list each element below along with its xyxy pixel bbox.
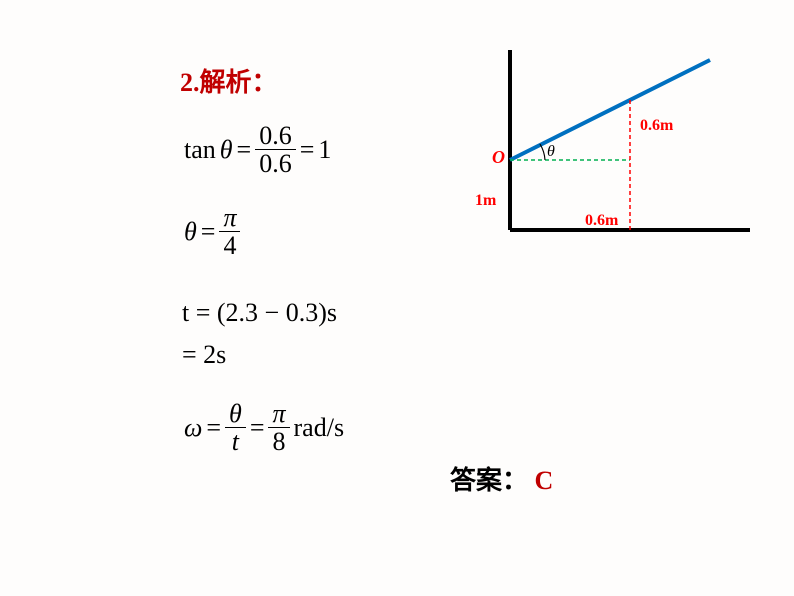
equation-t-result: = 2s [182,340,226,370]
denominator: 0.6 [255,150,296,177]
point-o-label: O [492,147,505,167]
t-line1: t = (2.3 − 0.3)s [182,298,337,327]
denominator-t: t [225,428,246,455]
denominator-4: 4 [219,232,240,259]
equals-sign: = [206,413,221,443]
equals-sign: = [237,135,252,165]
fraction-pi-4: π 4 [219,204,240,260]
equals-sign: = [250,413,265,443]
unit-rads: rad/s [294,413,345,443]
equation-tan-theta: tan θ = 0.6 0.6 = 1 [182,122,333,178]
t-line2: = 2s [182,340,226,369]
equation-t-expr: t = (2.3 − 0.3)s [182,298,337,328]
label-0.6m-right: 0.6m [640,117,674,134]
theta-var: θ [220,135,233,165]
theta-label: θ [547,143,555,160]
omega-var: ω [184,413,202,443]
numerator-pi: π [219,204,240,232]
equals-sign: = [201,217,216,247]
fraction-pi-8: π 8 [268,400,289,456]
theta-var: θ [184,217,197,247]
numerator-theta: θ [225,400,246,428]
title-label: 解析： [200,68,278,97]
label-0.6m-bottom: 0.6m [585,212,619,229]
equation-theta-value: θ = π 4 [182,204,242,260]
numerator-pi: π [268,400,289,428]
geometry-diagram: O θ 0.6m 0.6m 1m [450,50,770,250]
equation-omega: ω = θ t = π 8 rad/s [182,400,346,456]
answer-label: 答案： [450,466,528,495]
problem-number: 2. [180,68,200,97]
problem-title: 2.解析： [180,62,278,99]
answer-block: 答案： C [450,460,553,497]
denominator-8: 8 [268,428,289,455]
fraction-theta-t: θ t [225,400,246,456]
fraction-0.6-0.6: 0.6 0.6 [255,122,296,178]
equals-sign: = [300,135,315,165]
result-1: 1 [318,135,331,165]
answer-value: C [535,466,554,495]
angle-arc [540,144,545,160]
tan-prefix: tan [184,135,216,165]
numerator: 0.6 [255,122,296,150]
label-1m-left: 1m [475,192,497,209]
